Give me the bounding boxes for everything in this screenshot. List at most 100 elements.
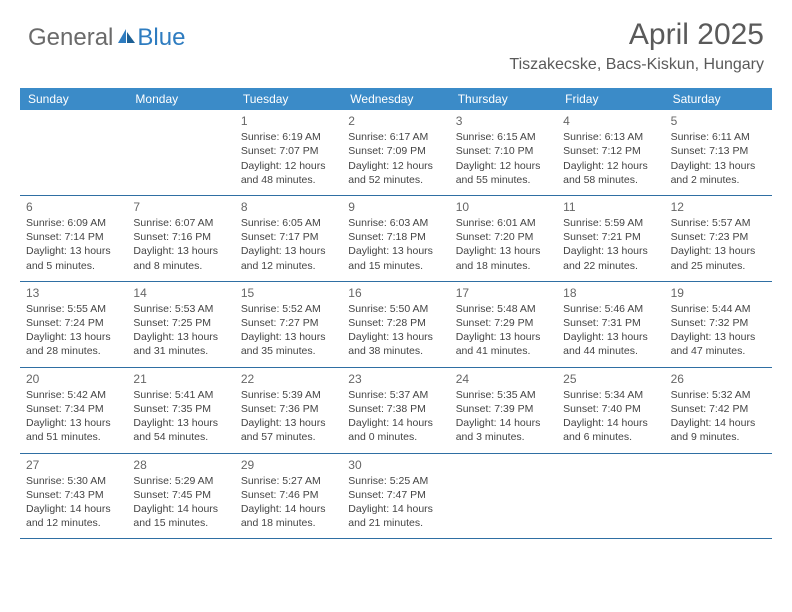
daylight1-text: Daylight: 12 hours xyxy=(241,159,336,173)
day-cell: 12Sunrise: 5:57 AMSunset: 7:23 PMDayligh… xyxy=(665,196,772,281)
sunset-text: Sunset: 7:39 PM xyxy=(456,402,551,416)
day-cell: 3Sunrise: 6:15 AMSunset: 7:10 PMDaylight… xyxy=(450,110,557,195)
week-row: 1Sunrise: 6:19 AMSunset: 7:07 PMDaylight… xyxy=(20,110,772,196)
day-number: 5 xyxy=(671,113,766,129)
daylight2-text: and 18 minutes. xyxy=(456,259,551,273)
daylight1-text: Daylight: 12 hours xyxy=(563,159,658,173)
day-cell: 24Sunrise: 5:35 AMSunset: 7:39 PMDayligh… xyxy=(450,368,557,453)
day-number: 26 xyxy=(671,371,766,387)
daylight2-text: and 35 minutes. xyxy=(241,344,336,358)
daylight2-text: and 54 minutes. xyxy=(133,430,228,444)
daylight1-text: Daylight: 13 hours xyxy=(563,330,658,344)
title-block: April 2025 Tiszakecske, Bacs-Kiskun, Hun… xyxy=(509,18,764,74)
day-cell: 30Sunrise: 5:25 AMSunset: 7:47 PMDayligh… xyxy=(342,454,449,539)
daylight2-text: and 52 minutes. xyxy=(348,173,443,187)
week-row: 6Sunrise: 6:09 AMSunset: 7:14 PMDaylight… xyxy=(20,196,772,282)
daylight1-text: Daylight: 14 hours xyxy=(133,502,228,516)
weekday-header: Friday xyxy=(557,88,664,110)
sunrise-text: Sunrise: 5:35 AM xyxy=(456,388,551,402)
sunset-text: Sunset: 7:17 PM xyxy=(241,230,336,244)
daylight2-text: and 25 minutes. xyxy=(671,259,766,273)
daylight1-text: Daylight: 13 hours xyxy=(26,416,121,430)
day-number: 28 xyxy=(133,457,228,473)
logo-sail-icon xyxy=(116,24,136,52)
logo: General Blue xyxy=(28,24,185,52)
daylight1-text: Daylight: 13 hours xyxy=(671,159,766,173)
daylight2-text: and 9 minutes. xyxy=(671,430,766,444)
sunrise-text: Sunrise: 5:52 AM xyxy=(241,302,336,316)
day-number: 13 xyxy=(26,285,121,301)
sunrise-text: Sunrise: 6:17 AM xyxy=(348,130,443,144)
day-cell: 9Sunrise: 6:03 AMSunset: 7:18 PMDaylight… xyxy=(342,196,449,281)
day-cell: 21Sunrise: 5:41 AMSunset: 7:35 PMDayligh… xyxy=(127,368,234,453)
day-number: 24 xyxy=(456,371,551,387)
logo-text-general: General xyxy=(28,24,113,52)
sunrise-text: Sunrise: 6:13 AM xyxy=(563,130,658,144)
page-title: April 2025 xyxy=(509,18,764,52)
logo-text-blue: Blue xyxy=(137,24,185,52)
daylight2-text: and 3 minutes. xyxy=(456,430,551,444)
day-cell: 22Sunrise: 5:39 AMSunset: 7:36 PMDayligh… xyxy=(235,368,342,453)
daylight2-text: and 58 minutes. xyxy=(563,173,658,187)
day-number: 3 xyxy=(456,113,551,129)
sunset-text: Sunset: 7:42 PM xyxy=(671,402,766,416)
day-cell: 25Sunrise: 5:34 AMSunset: 7:40 PMDayligh… xyxy=(557,368,664,453)
day-number: 15 xyxy=(241,285,336,301)
daylight2-text: and 28 minutes. xyxy=(26,344,121,358)
sunrise-text: Sunrise: 5:53 AM xyxy=(133,302,228,316)
sunset-text: Sunset: 7:34 PM xyxy=(26,402,121,416)
daylight2-text: and 12 minutes. xyxy=(26,516,121,530)
sunrise-text: Sunrise: 5:42 AM xyxy=(26,388,121,402)
weekday-header-row: Sunday Monday Tuesday Wednesday Thursday… xyxy=(20,88,772,110)
sunset-text: Sunset: 7:35 PM xyxy=(133,402,228,416)
daylight2-text: and 38 minutes. xyxy=(348,344,443,358)
day-cell: 11Sunrise: 5:59 AMSunset: 7:21 PMDayligh… xyxy=(557,196,664,281)
day-number: 11 xyxy=(563,199,658,215)
day-cell: 16Sunrise: 5:50 AMSunset: 7:28 PMDayligh… xyxy=(342,282,449,367)
sunset-text: Sunset: 7:07 PM xyxy=(241,144,336,158)
sunrise-text: Sunrise: 6:03 AM xyxy=(348,216,443,230)
calendar: Sunday Monday Tuesday Wednesday Thursday… xyxy=(20,88,772,539)
sunrise-text: Sunrise: 5:27 AM xyxy=(241,474,336,488)
sunrise-text: Sunrise: 5:34 AM xyxy=(563,388,658,402)
sunset-text: Sunset: 7:40 PM xyxy=(563,402,658,416)
sunset-text: Sunset: 7:32 PM xyxy=(671,316,766,330)
day-number: 6 xyxy=(26,199,121,215)
daylight2-text: and 0 minutes. xyxy=(348,430,443,444)
sunset-text: Sunset: 7:18 PM xyxy=(348,230,443,244)
sunset-text: Sunset: 7:24 PM xyxy=(26,316,121,330)
daylight2-text: and 12 minutes. xyxy=(241,259,336,273)
daylight1-text: Daylight: 13 hours xyxy=(241,244,336,258)
sunrise-text: Sunrise: 6:09 AM xyxy=(26,216,121,230)
day-number: 22 xyxy=(241,371,336,387)
week-row: 27Sunrise: 5:30 AMSunset: 7:43 PMDayligh… xyxy=(20,454,772,540)
sunrise-text: Sunrise: 5:37 AM xyxy=(348,388,443,402)
sunset-text: Sunset: 7:09 PM xyxy=(348,144,443,158)
daylight1-text: Daylight: 13 hours xyxy=(348,330,443,344)
day-cell: 2Sunrise: 6:17 AMSunset: 7:09 PMDaylight… xyxy=(342,110,449,195)
weekday-header: Monday xyxy=(127,88,234,110)
calendar-weeks: 1Sunrise: 6:19 AMSunset: 7:07 PMDaylight… xyxy=(20,110,772,539)
daylight2-text: and 55 minutes. xyxy=(456,173,551,187)
header: General Blue April 2025 Tiszakecske, Bac… xyxy=(0,0,792,82)
day-cell: 18Sunrise: 5:46 AMSunset: 7:31 PMDayligh… xyxy=(557,282,664,367)
day-number: 23 xyxy=(348,371,443,387)
day-number: 12 xyxy=(671,199,766,215)
sunrise-text: Sunrise: 5:39 AM xyxy=(241,388,336,402)
sunrise-text: Sunrise: 5:44 AM xyxy=(671,302,766,316)
sunrise-text: Sunrise: 6:01 AM xyxy=(456,216,551,230)
sunset-text: Sunset: 7:45 PM xyxy=(133,488,228,502)
sunset-text: Sunset: 7:29 PM xyxy=(456,316,551,330)
sunset-text: Sunset: 7:10 PM xyxy=(456,144,551,158)
sunrise-text: Sunrise: 5:29 AM xyxy=(133,474,228,488)
day-number: 7 xyxy=(133,199,228,215)
sunset-text: Sunset: 7:12 PM xyxy=(563,144,658,158)
day-cell xyxy=(557,454,664,539)
week-row: 13Sunrise: 5:55 AMSunset: 7:24 PM Dayligh… xyxy=(20,282,772,368)
sunset-text: Sunset: 7:28 PM xyxy=(348,316,443,330)
daylight1-text: Daylight: 14 hours xyxy=(348,502,443,516)
sunrise-text: Sunrise: 5:55 AM xyxy=(26,302,121,316)
daylight1-text: Daylight: 13 hours xyxy=(348,244,443,258)
daylight1-text: Daylight: 14 hours xyxy=(241,502,336,516)
day-cell: 15Sunrise: 5:52 AMSunset: 7:27 PMDayligh… xyxy=(235,282,342,367)
